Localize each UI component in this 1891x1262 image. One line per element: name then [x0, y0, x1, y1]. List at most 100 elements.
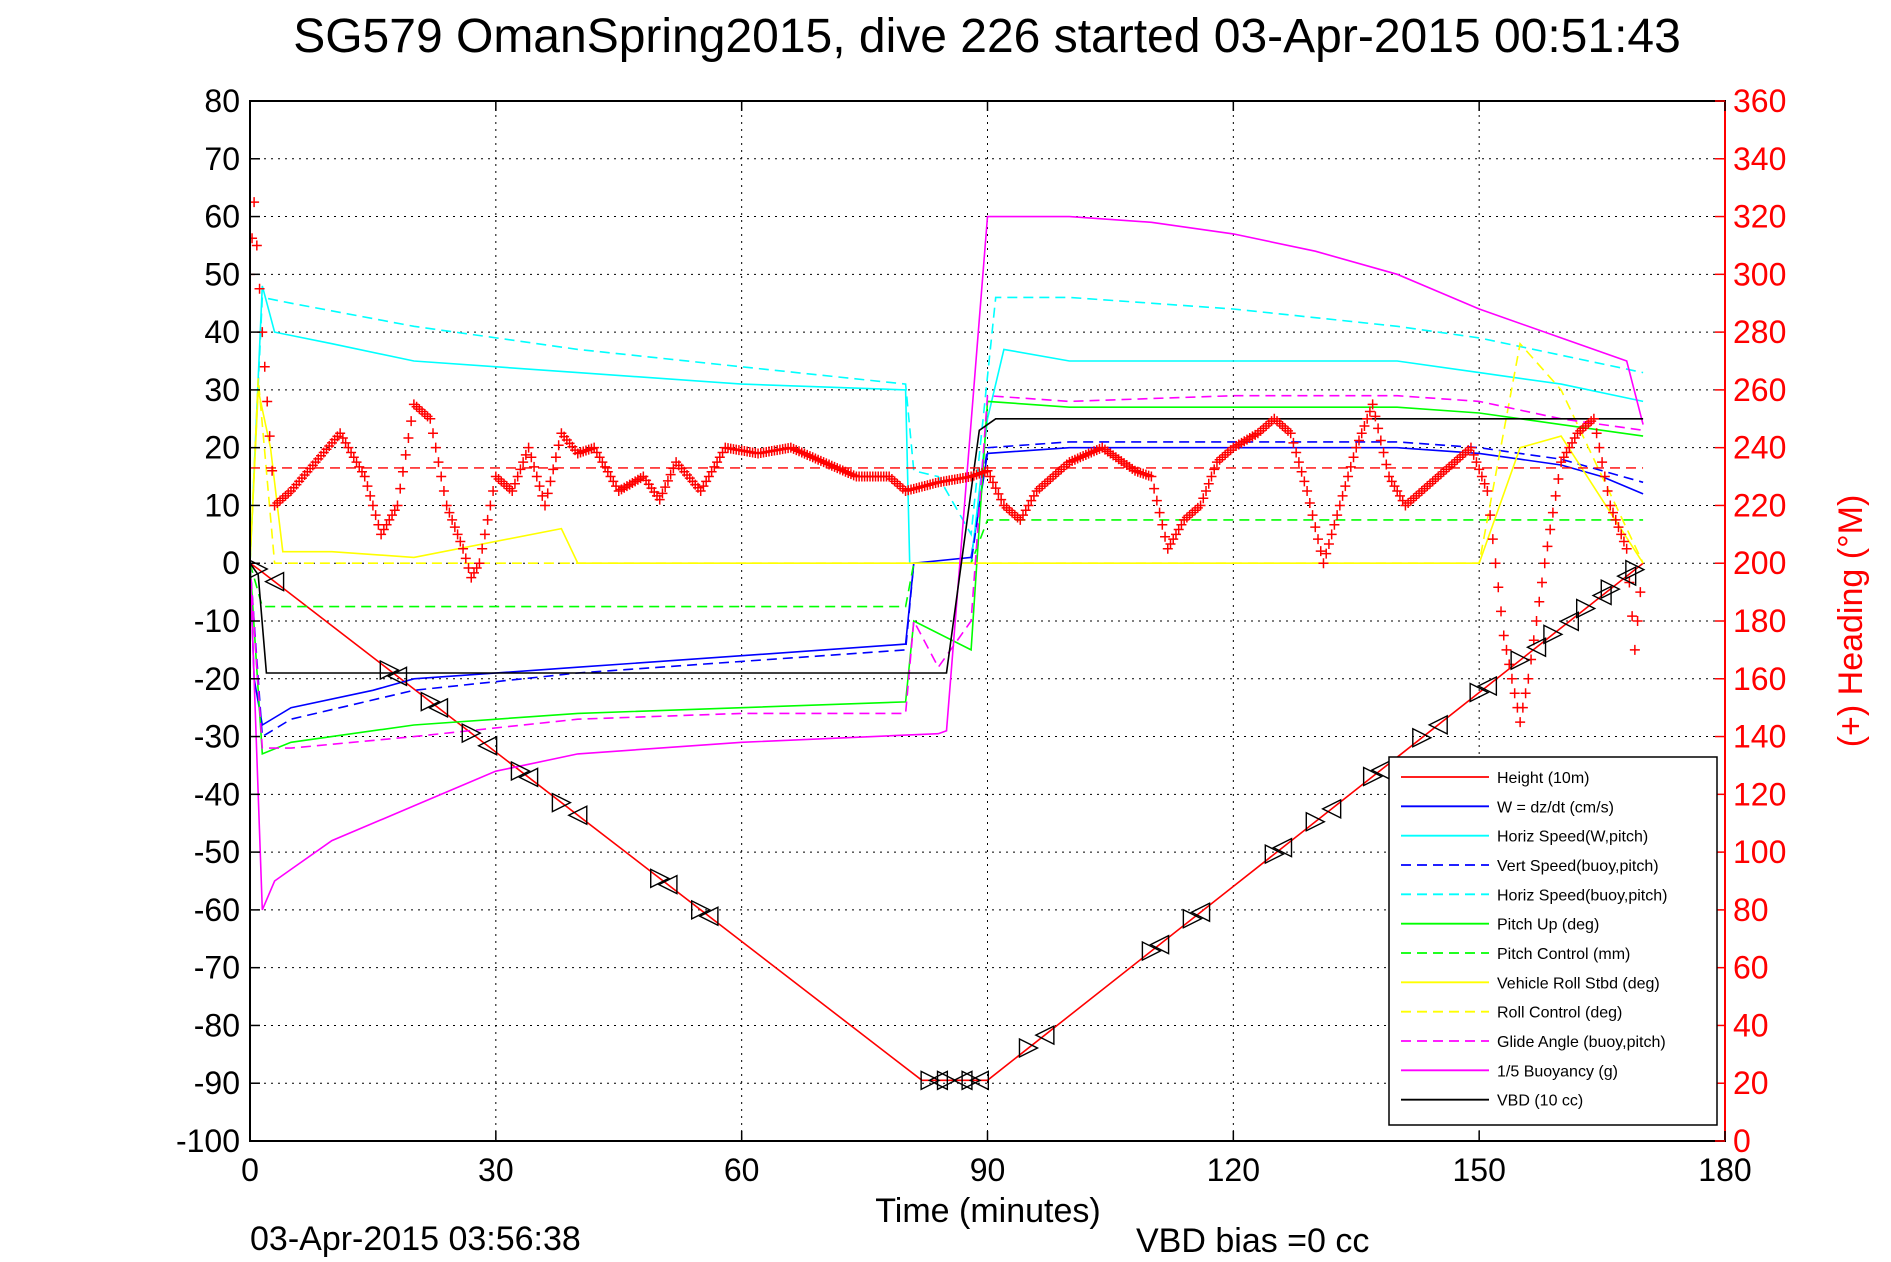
legend-box	[1388, 756, 1718, 1126]
heading-point	[1455, 452, 1466, 463]
heading-point	[1433, 471, 1444, 482]
depth-marker	[1510, 650, 1531, 671]
heading-point	[251, 240, 262, 251]
heading-point	[1332, 510, 1343, 521]
heading-point	[1375, 435, 1386, 446]
heading-point	[362, 481, 373, 492]
heading-point	[460, 553, 471, 564]
heading-point	[1501, 644, 1512, 655]
heading-point	[1039, 478, 1050, 489]
heading-point	[1160, 531, 1171, 542]
heading-point	[1504, 659, 1515, 670]
heading-point	[660, 482, 671, 493]
heading-point	[1329, 519, 1340, 530]
heading-point	[1370, 411, 1381, 422]
heading-point	[600, 461, 611, 472]
depth-marker	[510, 760, 531, 782]
legend-label: Horiz Speed(buoy,pitch)	[1497, 887, 1667, 904]
depth-marker	[1469, 682, 1490, 703]
heading-point	[1474, 464, 1485, 475]
y-tick-label: 70	[204, 141, 240, 177]
heading-point	[1045, 473, 1056, 484]
heading-point	[504, 483, 515, 494]
heading-point	[455, 536, 466, 547]
heading-point	[1536, 577, 1547, 588]
heading-point	[408, 399, 419, 410]
y-tick-label: 50	[204, 256, 240, 292]
depth-marker	[657, 874, 678, 895]
heading-point	[1422, 481, 1433, 492]
heading-point	[1621, 543, 1632, 554]
heading-point	[1408, 493, 1419, 504]
heading-point	[488, 486, 499, 496]
heading-point	[884, 471, 895, 482]
heading-point	[1293, 457, 1304, 468]
chart-title: SG579 OmanSpring2015, dive 226 started 0…	[293, 10, 1681, 63]
depth-marker	[1575, 598, 1597, 619]
series-line-12	[250, 417, 1644, 674]
heading-point	[444, 507, 455, 518]
heading-point	[1572, 428, 1583, 439]
depth-marker	[1362, 766, 1384, 787]
heading-point	[337, 433, 348, 444]
heading-point	[1588, 413, 1599, 424]
legend-label: Vert Speed(buoy,pitch)	[1497, 858, 1659, 875]
heading-point	[406, 416, 417, 427]
heading-point	[542, 488, 553, 499]
y2-tick-label: 160	[1733, 661, 1786, 697]
heading-point	[1042, 476, 1053, 487]
plot-layer	[250, 197, 1646, 1091]
series-line-7	[250, 519, 1644, 608]
heading-point	[400, 449, 411, 460]
heading-point	[499, 478, 510, 489]
y-tick-label: 30	[204, 372, 240, 408]
depth-marker	[1141, 940, 1162, 962]
heading-point	[1318, 558, 1329, 569]
heading-point	[1201, 486, 1212, 496]
heading-point	[540, 500, 550, 511]
depth-marker	[567, 805, 588, 826]
heading-point	[354, 461, 365, 472]
heading-point	[1496, 606, 1507, 617]
heading-point	[397, 466, 408, 477]
heading-point	[509, 478, 520, 489]
depth-markers	[250, 559, 1646, 1091]
heading-point	[1550, 490, 1561, 501]
depth-marker	[477, 735, 498, 756]
heading-point	[466, 572, 477, 583]
heading-point	[254, 283, 265, 294]
depth-marker	[1616, 566, 1637, 587]
heading-point	[417, 406, 428, 417]
depth-marker	[427, 697, 449, 719]
legend-label: Vehicle Roll Stbd (deg)	[1497, 975, 1660, 992]
x-tick-label: 120	[1207, 1152, 1260, 1188]
heading-point	[529, 461, 540, 472]
depth-marker	[250, 559, 269, 579]
heading-point	[1441, 464, 1452, 475]
heading-point	[1531, 616, 1542, 626]
heading-point	[1028, 490, 1039, 501]
heading-point	[1031, 486, 1042, 496]
x-tick-label: 0	[241, 1152, 259, 1188]
series-line-5	[250, 296, 1644, 564]
heading-point	[343, 442, 354, 453]
heading-point	[1023, 500, 1034, 511]
heading-point	[662, 475, 673, 486]
heading-point	[1151, 495, 1162, 506]
heading-point	[1313, 534, 1324, 545]
heading-point	[389, 505, 400, 516]
series-line-4	[250, 441, 1644, 738]
legend-label: W = dz/dt (cm/s)	[1497, 799, 1614, 816]
y-tick-label: -50	[194, 834, 240, 870]
heading-point	[1506, 673, 1517, 684]
heading-point	[512, 471, 523, 482]
heading-point	[1190, 505, 1201, 516]
y-tick-label: 60	[204, 199, 240, 235]
x-tick-label: 180	[1698, 1152, 1751, 1188]
heading-point	[1048, 471, 1059, 482]
heading-point	[1479, 478, 1490, 489]
y2-tick-label: 60	[1733, 950, 1769, 986]
y-tick-label: -90	[194, 1065, 240, 1101]
depth-marker	[461, 722, 482, 744]
